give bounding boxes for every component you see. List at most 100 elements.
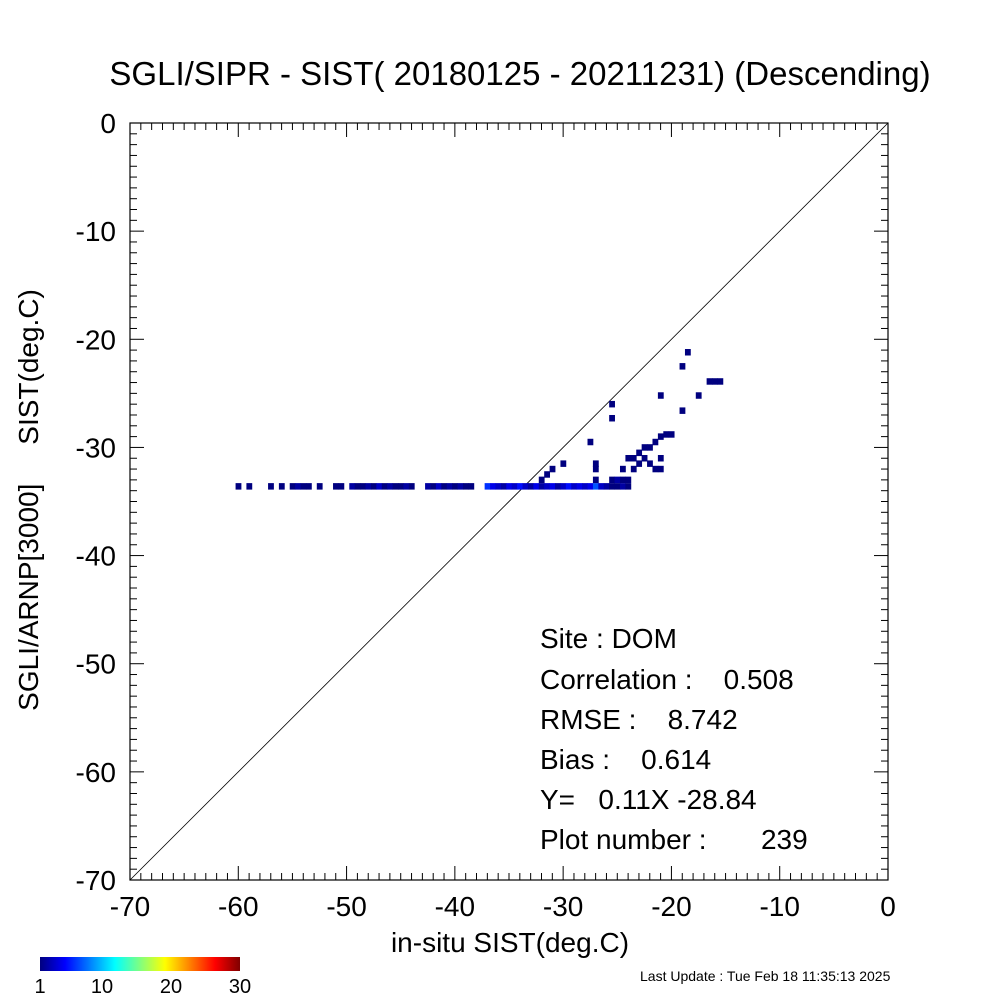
data-cell xyxy=(462,483,469,490)
data-cell xyxy=(522,483,529,490)
statistics-box: Site : DOM Correlation : 0.508 RMSE : 8.… xyxy=(540,623,808,855)
data-cell xyxy=(511,483,518,490)
data-cell xyxy=(641,454,648,462)
data-cell xyxy=(305,483,312,490)
data-cell xyxy=(614,483,621,490)
y-tick-label: -30 xyxy=(76,432,116,463)
data-cell xyxy=(565,483,572,490)
axis-ticks xyxy=(129,122,889,881)
data-cell xyxy=(544,483,551,490)
data-cell xyxy=(576,483,583,490)
data-cell xyxy=(636,449,643,457)
y-tick-labels: 0 -10 -20 -30 -40 -50 -60 -70 xyxy=(76,108,116,896)
x-tick-label: -30 xyxy=(543,891,583,922)
x-tick-label: -40 xyxy=(435,891,475,922)
data-cell xyxy=(376,483,383,490)
data-cell xyxy=(657,392,664,399)
data-cell xyxy=(609,400,615,408)
data-cell xyxy=(663,431,670,438)
data-cell xyxy=(571,483,578,490)
y-tick-label: -40 xyxy=(76,541,116,572)
data-cell xyxy=(349,483,356,490)
data-cell xyxy=(430,483,437,490)
data-cell xyxy=(527,483,534,490)
data-cell xyxy=(360,483,366,490)
y-tick-label: -60 xyxy=(76,757,116,788)
data-cell xyxy=(592,465,599,473)
data-cell xyxy=(679,407,686,414)
data-cell xyxy=(560,483,567,490)
data-cell xyxy=(517,483,523,490)
colorbar-tick-10: 10 xyxy=(91,976,113,998)
data-cell xyxy=(657,433,664,440)
bias-text: Bias : 0.614 xyxy=(540,744,711,775)
data-cell xyxy=(300,483,307,490)
x-tick-label: -70 xyxy=(110,891,150,922)
data-cell xyxy=(630,454,637,462)
data-cell xyxy=(544,471,551,478)
data-cell xyxy=(295,483,301,490)
data-cells xyxy=(235,349,724,490)
data-cell xyxy=(338,483,345,490)
data-cell xyxy=(538,476,545,484)
data-cell xyxy=(582,483,588,490)
plot-number-text: Plot number : 239 xyxy=(540,824,808,855)
y-tick-label: 0 xyxy=(100,108,116,139)
data-cell xyxy=(392,483,399,490)
regression-text: Y= 0.11X -28.84 xyxy=(540,784,757,815)
x-tick-labels: -70 -60 -50 -40 -30 -20 -10 0 xyxy=(110,891,896,922)
x-tick-label: -60 xyxy=(218,891,258,922)
data-cell xyxy=(408,483,415,490)
data-cell xyxy=(403,483,410,490)
data-cell xyxy=(647,444,653,451)
data-cell xyxy=(289,483,296,490)
data-cell xyxy=(587,483,594,490)
data-cell xyxy=(246,483,253,490)
data-cell xyxy=(495,483,502,490)
colorbar-tick-30: 30 xyxy=(229,976,251,998)
data-cell xyxy=(446,483,453,490)
data-cell xyxy=(354,483,361,490)
colorbar-tick-20: 20 xyxy=(160,976,182,998)
data-cell xyxy=(598,483,605,490)
data-cell xyxy=(441,483,448,490)
data-cell xyxy=(435,483,442,490)
data-cell xyxy=(235,483,242,490)
data-cell xyxy=(387,483,393,490)
data-cell xyxy=(712,378,718,385)
colorbar: 1 10 20 30 xyxy=(34,957,251,998)
data-cell xyxy=(538,483,545,490)
y-tick-label: -70 xyxy=(76,865,116,896)
data-cell xyxy=(657,465,664,473)
data-cell xyxy=(549,465,556,473)
data-cell xyxy=(484,483,491,490)
data-cell xyxy=(619,483,626,490)
data-cell xyxy=(555,483,561,490)
data-cell xyxy=(549,483,556,490)
x-tick-label: 0 xyxy=(880,891,896,922)
data-cell xyxy=(425,483,431,490)
data-cell xyxy=(457,483,464,490)
y-tick-label: -50 xyxy=(76,649,116,680)
data-cell xyxy=(365,483,372,490)
data-cell xyxy=(398,483,404,490)
x-tick-label: -20 xyxy=(651,891,691,922)
x-tick-label: -50 xyxy=(326,891,366,922)
data-cell xyxy=(679,363,686,370)
plot-frame xyxy=(129,122,889,881)
data-cell xyxy=(614,476,621,484)
chart-title: SGLI/SIPR - SIST( 20180125 - 20211231) (… xyxy=(109,55,931,92)
data-cell xyxy=(641,444,648,451)
data-cell xyxy=(587,438,594,446)
data-cell xyxy=(533,483,540,490)
data-cell xyxy=(619,465,626,473)
data-cell xyxy=(630,465,637,473)
data-cell xyxy=(452,483,458,490)
data-cell xyxy=(636,460,643,467)
site-text: Site : DOM xyxy=(540,623,677,654)
data-cell xyxy=(500,483,507,490)
data-cell xyxy=(333,483,339,490)
data-cell xyxy=(560,460,567,467)
data-cell xyxy=(647,460,653,467)
last-update-text: Last Update : Tue Feb 18 11:35:13 2025 xyxy=(640,968,891,984)
